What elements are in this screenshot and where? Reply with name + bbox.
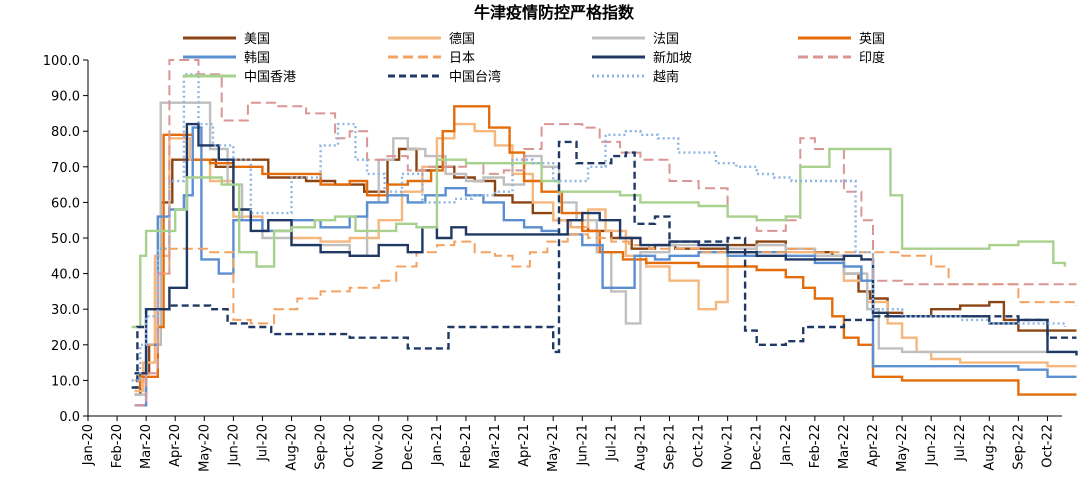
series-line-10	[131, 73, 1067, 382]
x-tick-label: Jul-20	[255, 424, 270, 462]
axes: 0.0 10.0 20.0 30.0 40.0 50.0 60.0 70.0 80.0 90.0 1…	[43, 54, 1062, 472]
x-tick-label: Mar-21	[488, 424, 503, 469]
y-tick-label: 90.0	[51, 90, 80, 105]
x-tick-label: Dec-20	[401, 424, 416, 470]
x-tick-label: Dec-21	[750, 424, 765, 470]
x-tick-label: Oct-20	[343, 424, 358, 468]
legend-label-6: 新加坡	[653, 50, 692, 66]
x-tick-label: Jan-20	[81, 424, 96, 466]
y-tick-label: 70.0	[51, 161, 80, 176]
legend-label-5: 日本	[449, 51, 475, 66]
x-tick-label: Aug-20	[285, 424, 300, 471]
legend-label-3: 英国	[859, 32, 885, 47]
x-tick-label: Sep-22	[1011, 424, 1026, 470]
legend-label-8: 中国香港	[244, 70, 296, 85]
series-line-9	[131, 140, 1077, 389]
y-tick-label: 30.0	[51, 303, 80, 318]
x-tick-label: Sep-20	[314, 424, 329, 470]
y-tick-label: 60.0	[51, 196, 80, 211]
series-line-7	[134, 59, 1077, 407]
x-tick-label: Mar-20	[139, 424, 154, 469]
series-line-5	[134, 233, 1078, 382]
y-tick-label: 20.0	[51, 339, 80, 354]
y-tick-label: 40.0	[51, 268, 80, 283]
y-tick-label: 100.0	[43, 54, 80, 69]
x-tick-label: Nov-21	[721, 424, 736, 470]
y-tick-label: 10.0	[51, 374, 80, 389]
legend-label-4: 韩国	[244, 51, 270, 66]
x-tick-label: Feb-21	[459, 424, 474, 468]
y-tick-label: 80.0	[51, 125, 80, 140]
series-layer	[131, 59, 1078, 407]
x-tick-label: Feb-22	[808, 424, 823, 468]
x-tick-label: Jan-21	[430, 424, 445, 466]
series-line-0	[134, 147, 1077, 396]
x-tick-label: Jul-22	[953, 424, 968, 462]
chart-title: 牛津疫情防控严格指数	[474, 3, 635, 22]
x-tick-label: Nov-20	[372, 424, 387, 470]
x-tick-label: Jun-22	[924, 424, 939, 467]
x-tick-label: Mar-22	[837, 424, 852, 469]
x-tick-label: Jun-21	[575, 424, 590, 467]
x-tick-label: May-22	[895, 424, 910, 472]
x-tick-label: Jul-21	[604, 424, 619, 462]
x-tick-label: Jun-20	[226, 424, 241, 467]
legend-label-0: 美国	[244, 32, 270, 47]
y-tick-label: 50.0	[51, 232, 80, 247]
x-tick-label: Apr-21	[517, 424, 532, 467]
x-tick-label: Oct-22	[1040, 424, 1055, 468]
series-line-8	[131, 147, 1067, 329]
x-tick-label: May-20	[197, 424, 212, 472]
x-tick-label: Apr-22	[866, 424, 881, 467]
legend-label-9: 中国台湾	[449, 69, 501, 85]
legend-label-7: 印度	[859, 50, 885, 66]
x-tick-label: Apr-20	[168, 424, 183, 467]
x-tick-label: Aug-22	[982, 424, 997, 471]
y-tick-label: 0.0	[59, 410, 80, 425]
legend-label-10: 越南	[653, 69, 679, 85]
legend-label-1: 德国	[449, 32, 475, 47]
x-tick-label: Sep-21	[662, 424, 677, 470]
x-tick-label: Aug-21	[633, 424, 648, 471]
x-tick-label: Feb-20	[110, 424, 125, 468]
x-tick-label: Oct-21	[692, 424, 707, 468]
x-tick-label: Jan-22	[779, 424, 794, 466]
x-tick-label: May-21	[546, 424, 561, 472]
legend-label-2: 法国	[653, 32, 679, 47]
